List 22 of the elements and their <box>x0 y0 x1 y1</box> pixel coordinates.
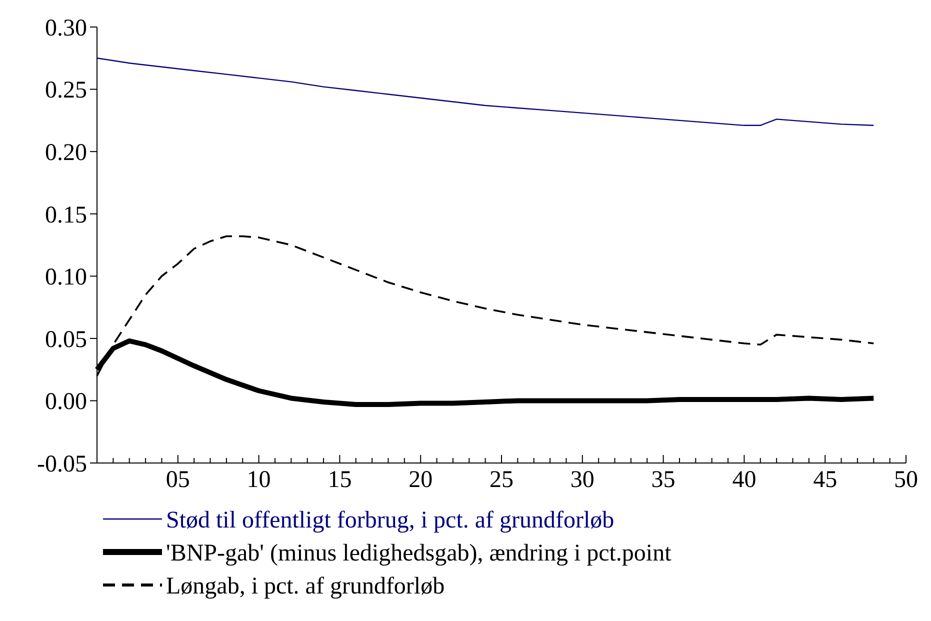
x-tick-label: 50 <box>894 467 918 493</box>
x-tick-label: 30 <box>570 467 594 493</box>
line-series <box>96 58 874 126</box>
y-tick-label: 0.30 <box>45 15 87 42</box>
y-tick-label: 0.05 <box>45 326 87 353</box>
x-tick-label: 05 <box>166 467 190 493</box>
y-tick-label: 0.25 <box>45 78 87 104</box>
legend-label: Stød til offentligt forbrug, i pct. af grundforløb <box>166 507 614 534</box>
x-tick-label: 10 <box>246 467 271 493</box>
y-tick-label: 0.15 <box>45 202 87 228</box>
legend-label: 'BNP-gab' (minus ledighedsgab), ændring i pct.point <box>166 540 672 566</box>
x-tick-label: 15 <box>328 467 352 493</box>
x-tick-label: 45 <box>813 467 838 493</box>
y-tick-label: 0.20 <box>45 140 87 166</box>
x-tick-label: 35 <box>651 467 676 493</box>
x-tick-label: 20 <box>408 467 433 493</box>
legend-label: Løngab, i pct. af grundforløb <box>166 573 445 600</box>
y-tick-label: -0.05 <box>37 451 87 478</box>
x-tick-label: 25 <box>490 467 514 493</box>
x-tick-label: 40 <box>732 467 756 493</box>
y-tick-label: 0.10 <box>45 264 87 291</box>
y-tick-label: 0.00 <box>45 389 87 416</box>
